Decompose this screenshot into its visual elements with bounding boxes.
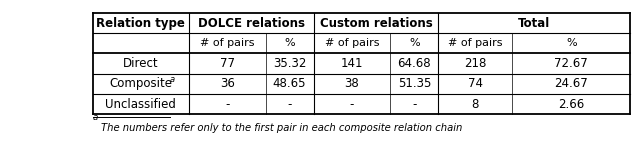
Text: -: - [412,98,417,111]
Text: Total: Total [518,17,550,29]
Text: 38: 38 [344,78,360,90]
Text: -: - [225,98,229,111]
Text: # of pairs: # of pairs [448,38,502,48]
Text: 51.35: 51.35 [397,78,431,90]
Text: 24.67: 24.67 [554,78,588,90]
Text: %: % [566,38,577,48]
Text: 74: 74 [468,78,483,90]
Text: Composite: Composite [109,78,172,90]
Text: # of pairs: # of pairs [324,38,380,48]
Text: Unclassified: Unclassified [106,98,176,111]
Text: Relation type: Relation type [97,17,185,29]
Text: 72.67: 72.67 [554,57,588,70]
Text: 35.32: 35.32 [273,57,307,70]
Text: 8: 8 [472,98,479,111]
Text: Custom relations: Custom relations [319,17,433,29]
Text: 77: 77 [220,57,235,70]
Text: 218: 218 [464,57,486,70]
Text: # of pairs: # of pairs [200,38,255,48]
Text: DOLCE relations: DOLCE relations [198,17,305,29]
Text: %: % [409,38,420,48]
Text: 64.68: 64.68 [397,57,431,70]
Text: The numbers refer only to the first pair in each composite relation chain: The numbers refer only to the first pair… [101,123,463,133]
Text: %: % [284,38,295,48]
Text: a: a [170,75,175,84]
Text: 2.66: 2.66 [558,98,584,111]
Text: 141: 141 [340,57,364,70]
Text: -: - [350,98,354,111]
Text: -: - [287,98,292,111]
Text: 36: 36 [220,78,235,90]
Text: a: a [93,113,98,122]
Text: 48.65: 48.65 [273,78,307,90]
Text: Direct: Direct [123,57,159,70]
